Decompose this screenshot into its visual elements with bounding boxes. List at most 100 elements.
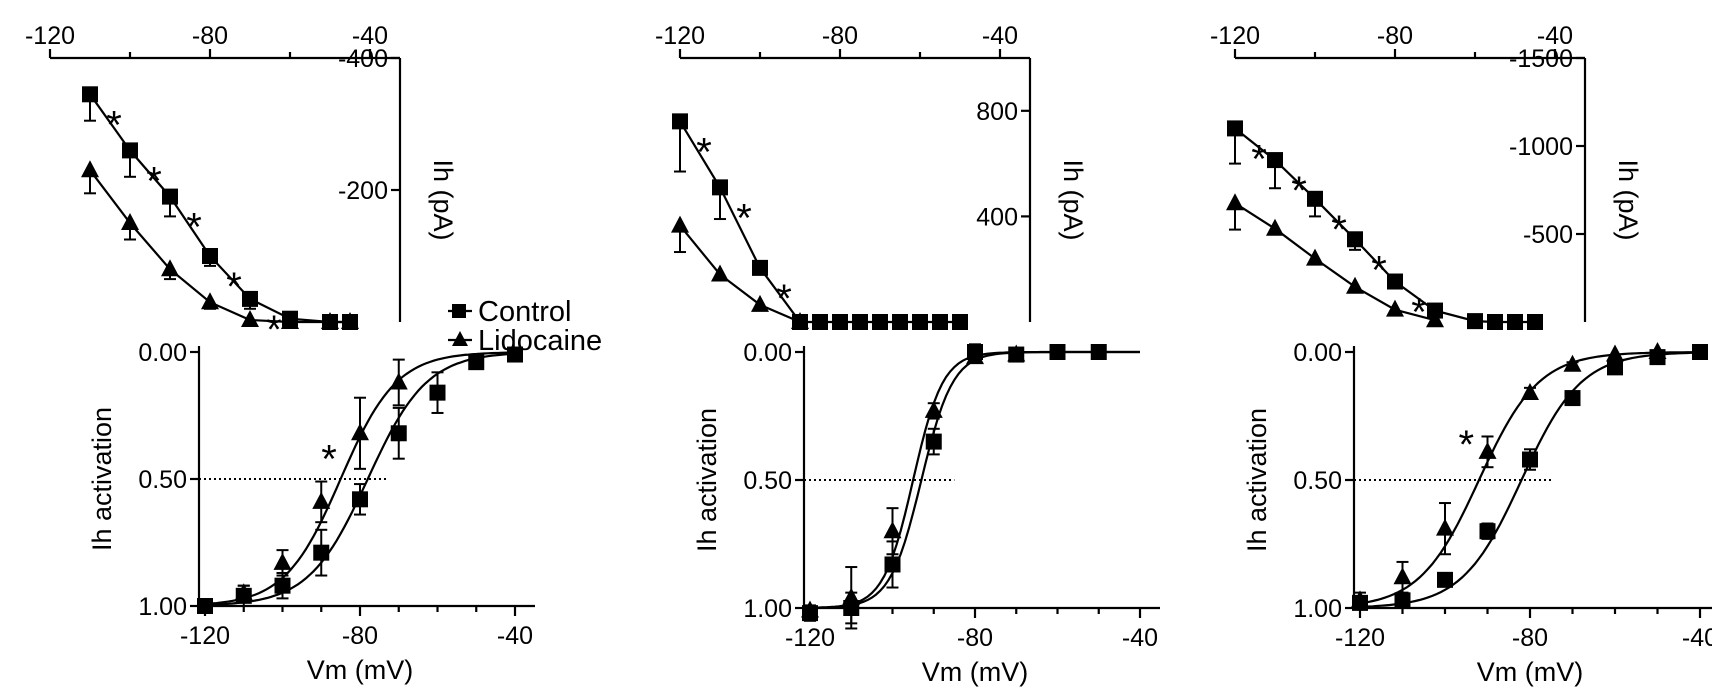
triangle-marker xyxy=(1648,342,1667,359)
x-axis-label: Vm (mV) xyxy=(922,657,1028,687)
x-tick-label: -80 xyxy=(1377,22,1413,50)
square-marker xyxy=(1564,390,1581,407)
y-tick-label: -1000 xyxy=(1509,133,1573,161)
x-axis-label: Vm (mV) xyxy=(307,655,413,685)
triangle-marker xyxy=(883,521,902,539)
y-tick-label: -1500 xyxy=(1509,45,1573,73)
x-tick-label: -120 xyxy=(1210,22,1260,50)
triangle-marker xyxy=(389,372,408,390)
legend-label-control: Control xyxy=(478,296,572,328)
y-tick-label: 0.00 xyxy=(743,339,792,367)
square-marker xyxy=(812,314,828,330)
series-lidocaine xyxy=(1351,342,1700,609)
series-control xyxy=(802,343,1140,625)
y-axis-label: Ih (pA) xyxy=(428,159,458,240)
triangle-marker xyxy=(1266,218,1284,236)
triangle-marker xyxy=(273,552,292,570)
triangle-marker xyxy=(341,312,359,329)
series-lidocaine xyxy=(1226,193,1444,328)
triangle-marker xyxy=(234,583,253,601)
series-line xyxy=(1234,127,1535,324)
triangle-marker xyxy=(201,292,219,310)
triangle-marker xyxy=(1393,567,1412,585)
significance-star: * xyxy=(736,196,752,240)
square-marker xyxy=(932,314,948,330)
triangle-marker xyxy=(966,347,984,365)
triangle-marker xyxy=(1563,354,1582,372)
square-marker xyxy=(313,544,330,561)
square-marker xyxy=(507,346,523,363)
y-axis-label: Ih activation xyxy=(87,407,117,551)
square-marker xyxy=(852,314,868,330)
significance-star: * xyxy=(1291,169,1307,213)
legend-label-lidocaine: Lidocaine xyxy=(478,325,602,357)
triangle-marker xyxy=(1606,344,1624,362)
x-tick-label: -40 xyxy=(1682,624,1712,652)
series-lidocaine xyxy=(671,215,809,329)
square-marker xyxy=(1394,592,1411,609)
y-tick-label: -500 xyxy=(1523,221,1573,249)
triangle-marker xyxy=(801,600,819,618)
square-marker xyxy=(352,491,368,508)
square-marker xyxy=(672,113,688,130)
x-axis-label: Vm (mV) xyxy=(1477,657,1583,687)
triangle-marker xyxy=(1007,344,1026,362)
y-tick-label: -200 xyxy=(338,177,388,205)
series-lidocaine xyxy=(204,351,516,606)
significance-star: * xyxy=(1411,291,1427,335)
series-control: * * * * * xyxy=(1227,120,1543,335)
significance-star: * xyxy=(1331,208,1347,252)
chart-act-3: -120 -80 -40 0.00 0.50 1.00 Vm (mV) Ih activati… xyxy=(1242,339,1712,687)
triangle-marker xyxy=(1521,382,1539,400)
chart-iv-1: -120 -80 -40 -200 -400 Ih (pA) * * * * * xyxy=(25,22,458,352)
x-tick-label: -80 xyxy=(342,622,378,650)
triangle-marker xyxy=(791,312,809,329)
triangle-marker xyxy=(241,310,259,328)
legend-entry-control: Control xyxy=(448,296,572,328)
triangle-marker xyxy=(1386,299,1404,317)
square-marker xyxy=(912,314,928,330)
chart-panels: -120 -80 -40 -200 -400 Ih (pA) * * * * * -120 -80 -40… xyxy=(25,22,1712,687)
square-marker xyxy=(429,384,446,401)
y-axis-label: Ih (pA) xyxy=(1613,159,1643,240)
square-marker xyxy=(390,425,407,442)
x-tick-label: -80 xyxy=(822,22,858,50)
series-control xyxy=(197,346,523,614)
square-marker xyxy=(468,354,485,371)
triangle-marker xyxy=(321,312,339,329)
y-tick-label: 400 xyxy=(976,203,1018,231)
x-tick-label: -40 xyxy=(982,22,1018,50)
triangle-marker xyxy=(281,312,299,329)
y-tick-label: -400 xyxy=(338,45,388,73)
series-line xyxy=(89,169,350,324)
square-marker xyxy=(1267,152,1283,169)
square-marker xyxy=(1507,314,1523,330)
series-line xyxy=(1234,202,1436,322)
y-axis-label: Ih activation xyxy=(692,408,722,552)
square-marker xyxy=(162,188,178,205)
significance-star: * xyxy=(1458,423,1474,467)
y-axis-label: Ih activation xyxy=(1242,408,1272,552)
square-marker xyxy=(82,86,98,103)
square-marker xyxy=(712,179,728,196)
significance-star: * xyxy=(186,206,202,250)
triangle-marker xyxy=(1306,248,1324,266)
significance-star: * xyxy=(226,265,242,309)
x-tick-label: -120 xyxy=(180,622,230,650)
y-tick-label: 0.50 xyxy=(1293,467,1342,495)
square-marker xyxy=(952,314,968,330)
significance-star: * xyxy=(696,130,712,174)
triangle-marker xyxy=(351,423,369,441)
triangle-marker xyxy=(751,294,769,312)
square-marker xyxy=(1437,571,1453,588)
square-marker xyxy=(202,248,218,264)
square-marker xyxy=(122,142,138,159)
y-tick-label: 0.00 xyxy=(138,339,187,367)
square-marker xyxy=(832,314,848,330)
significance-star: * xyxy=(266,308,282,352)
chart-iv-3: -120 -80 -40 -500 -1000 -1500 Ih (pA) * * * * * xyxy=(1210,22,1643,335)
triangle-marker xyxy=(1436,518,1454,536)
x-tick-label: -40 xyxy=(1122,624,1158,652)
significance-star: * xyxy=(106,103,122,147)
